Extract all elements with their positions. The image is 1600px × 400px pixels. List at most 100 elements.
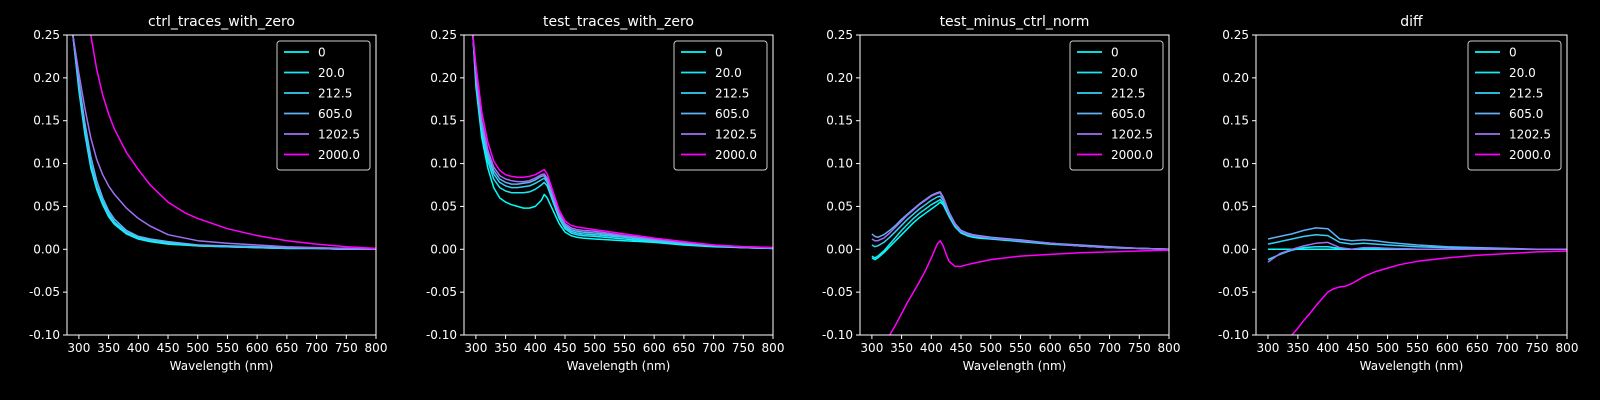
x-tick-label: 500 (186, 341, 209, 355)
axes-frame (463, 34, 774, 336)
series-line (1267, 241, 1567, 263)
x-tick-label: 500 (1376, 341, 1399, 355)
x-tick-label: 400 (127, 341, 150, 355)
x-axis-label: Wavelength (nm) (567, 359, 671, 373)
legend-label: 20.0 (318, 66, 345, 80)
y-tick-label: 0.05 (826, 199, 853, 213)
axes-frame (859, 34, 1170, 336)
y-tick-label: 0.05 (430, 199, 457, 213)
legend-label: 212.5 (1111, 87, 1145, 101)
y-tick-label: -0.05 (1218, 285, 1249, 299)
y-tick-label: 0.15 (1222, 114, 1249, 128)
x-tick-label: 450 (1346, 341, 1369, 355)
x-tick-label: 650 (1466, 341, 1489, 355)
x-tick-label: 350 (97, 341, 120, 355)
legend-label: 605.0 (318, 107, 352, 121)
y-tick-label: -0.10 (1218, 328, 1249, 342)
x-tick-label: 450 (950, 341, 973, 355)
x-tick-label: 750 (1128, 341, 1151, 355)
x-tick-label: 300 (67, 341, 90, 355)
chart-panel: 300 350 400 450 500 550 600 650 700 750 800 -0.10 -0… (426, 14, 785, 373)
chart-title: diff (1400, 14, 1423, 30)
x-tick-label: 750 (1526, 341, 1549, 355)
x-tick-label: 600 (246, 341, 269, 355)
legend-label: 1202.5 (1509, 128, 1551, 142)
series-group (72, 35, 376, 251)
x-tick-label: 650 (1068, 341, 1091, 355)
x-tick-label: 300 (1257, 341, 1280, 355)
series-line (72, 35, 376, 251)
chart-panel: 300 350 400 450 500 550 600 650 700 750 800 -0.10 -0… (822, 14, 1181, 373)
x-tick-label: 350 (1286, 341, 1309, 355)
legend-label: 20.0 (1111, 66, 1138, 80)
x-tick-label: 300 (860, 341, 883, 355)
legend-label: 2000.0 (1111, 148, 1153, 162)
x-axis-label: Wavelength (nm) (170, 359, 274, 373)
y-tick-label: 0.00 (826, 242, 853, 256)
y-tick-label: 0.00 (33, 242, 60, 256)
series-group (472, 35, 773, 250)
legend-label: 605.0 (1111, 107, 1145, 121)
x-tick-label: 750 (732, 341, 755, 355)
series-line (472, 35, 773, 249)
x-tick-label: 400 (1316, 341, 1339, 355)
y-tick-label: -0.10 (426, 328, 457, 342)
y-tick-label: 0.20 (430, 71, 457, 85)
y-tick-label: 0.10 (33, 157, 60, 171)
series-line (472, 35, 773, 250)
y-tick-label: 0.25 (826, 28, 853, 42)
x-tick-label: 800 (762, 341, 785, 355)
series-line (871, 198, 1169, 259)
x-tick-label: 600 (1039, 341, 1062, 355)
legend-label: 212.5 (1509, 87, 1543, 101)
y-tick-label: 0.10 (430, 157, 457, 171)
x-tick-label: 550 (613, 341, 636, 355)
y-tick-label: 0.25 (1222, 28, 1249, 42)
y-tick-label: 0.15 (430, 114, 457, 128)
series-line (72, 35, 376, 251)
series-line (472, 35, 773, 250)
x-tick-label: 800 (365, 341, 388, 355)
y-tick-label: -0.05 (29, 285, 60, 299)
x-tick-label: 450 (157, 341, 180, 355)
legend-label: 2000.0 (318, 148, 360, 162)
x-axis-label: Wavelength (nm) (1360, 359, 1464, 373)
x-tick-label: 700 (305, 341, 328, 355)
x-tick-label: 700 (1496, 341, 1519, 355)
y-tick-label: 0.20 (33, 71, 60, 85)
y-tick-label: -0.10 (822, 328, 853, 342)
y-tick-label: 0.00 (430, 242, 457, 256)
y-tick-label: -0.05 (822, 285, 853, 299)
x-tick-label: 400 (920, 341, 943, 355)
series-line (472, 35, 773, 249)
y-tick-label: 0.25 (430, 28, 457, 42)
x-tick-label: 600 (643, 341, 666, 355)
x-tick-label: 450 (554, 341, 577, 355)
series-group (871, 191, 1169, 335)
legend-label: 2000.0 (715, 148, 757, 162)
y-tick-label: 0.25 (33, 28, 60, 42)
series-line (889, 239, 1169, 335)
y-tick-label: -0.10 (29, 328, 60, 342)
x-tick-label: 300 (464, 341, 487, 355)
x-tick-label: 800 (1556, 341, 1579, 355)
y-tick-label: 0.10 (826, 157, 853, 171)
legend-label: 0 (1509, 46, 1517, 60)
legend-label: 20.0 (715, 66, 742, 80)
legend-label: 1202.5 (715, 128, 757, 142)
legend: 0 20.0 212.5 605.0 1202.5 2000.0 (276, 40, 371, 171)
x-tick-label: 700 (702, 341, 725, 355)
legend: 0 20.0 212.5 605.0 1202.5 2000.0 (1467, 40, 1562, 171)
legend-label: 212.5 (318, 87, 352, 101)
legend: 0 20.0 212.5 605.0 1202.5 2000.0 (673, 40, 768, 171)
y-tick-label: 0.20 (826, 71, 853, 85)
x-tick-label: 550 (1009, 341, 1032, 355)
legend-label: 1202.5 (318, 128, 360, 142)
series-line (472, 35, 773, 250)
series-line (871, 191, 1169, 251)
x-tick-label: 400 (524, 341, 547, 355)
legend-label: 0 (318, 46, 326, 60)
axes-frame (1255, 34, 1568, 336)
x-tick-label: 500 (979, 341, 1002, 355)
